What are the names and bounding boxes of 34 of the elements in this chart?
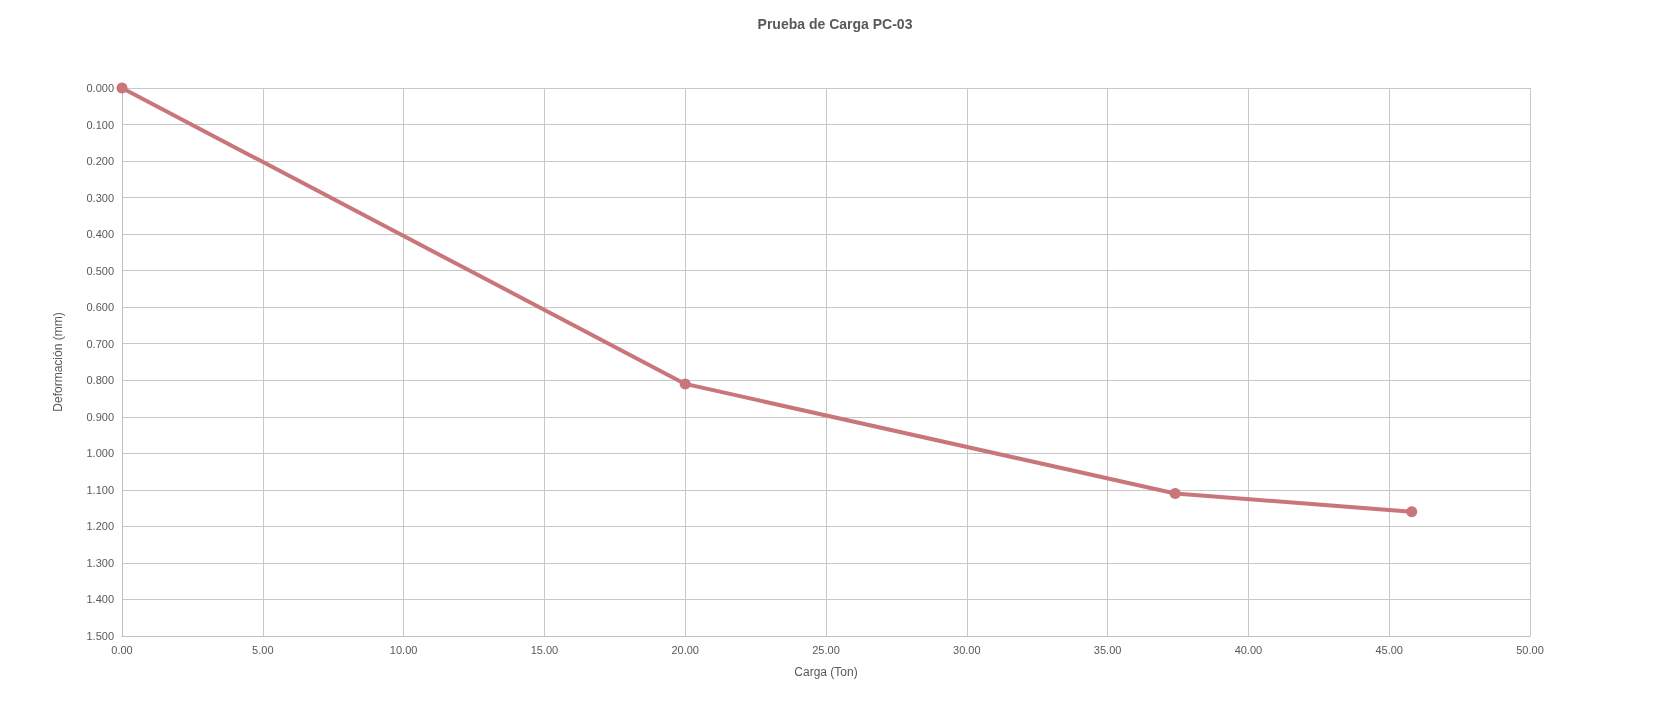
point (1406, 506, 1418, 518)
y-axis-title: Deformación (mm) (51, 312, 65, 412)
point (116, 82, 128, 94)
y-tick-label: 0.100 (86, 118, 114, 131)
point (679, 378, 691, 390)
y-tick-label: 0.200 (86, 155, 114, 168)
x-tick-label: 10.00 (389, 643, 418, 656)
x-tick-label: 25.00 (812, 643, 840, 656)
x-tick-label: 45.00 (1375, 643, 1403, 656)
x-tick-label: 20.00 (671, 643, 699, 656)
y-tick-label: 0.800 (86, 374, 114, 387)
x-tick-label: 5.00 (252, 643, 274, 656)
x-tick-label: 30.00 (953, 643, 981, 656)
x-tick-label: 0.00 (111, 643, 133, 656)
x-tick-label: 50.00 (1516, 643, 1544, 656)
y-tick-label: 0.400 (86, 228, 114, 241)
x-tick-label: 40.00 (1234, 643, 1263, 656)
y-tick-label: 0.300 (86, 191, 114, 204)
chart-title: Prueba de Carga PC-03 (757, 16, 913, 32)
y-tick-label: 1.100 (86, 483, 114, 496)
y-tick-label: 1.300 (86, 556, 114, 569)
y-tick-label: 0.700 (86, 337, 114, 350)
y-tick-label: 0.000 (86, 82, 114, 94)
x-tick-label: 15.00 (530, 643, 559, 656)
x-axis-title: Carga (Ton) (794, 665, 858, 679)
y-tick-label: 1.500 (86, 630, 114, 642)
y-tick-label: 0.600 (86, 301, 114, 314)
y-tick-label: 0.900 (86, 410, 114, 423)
y-tick-label: 0.500 (86, 264, 114, 277)
y-tick-label: 1.400 (86, 593, 114, 606)
y-tick-label: 1.000 (86, 447, 114, 460)
x-tick-label: 35.00 (1093, 643, 1122, 656)
point (1169, 488, 1181, 500)
y-tick-label: 1.200 (86, 520, 114, 533)
